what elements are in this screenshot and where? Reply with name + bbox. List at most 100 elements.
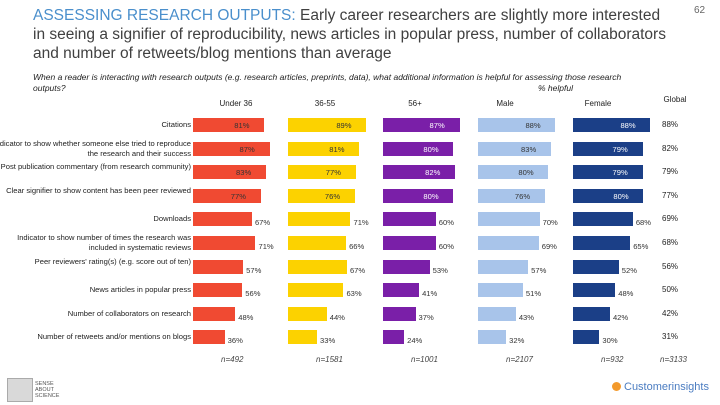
bar: [573, 141, 643, 156]
data-label: 37%: [418, 312, 434, 322]
row-label: Indicator to show number of times the re…: [17, 233, 191, 252]
data-label: 87%: [239, 144, 255, 154]
data-label: 33%: [320, 336, 336, 346]
data-label: 81%: [329, 144, 345, 154]
sample-size-global: n=3133: [660, 355, 687, 364]
data-label: 83%: [236, 168, 252, 178]
bar: [193, 188, 261, 203]
bar: [288, 188, 355, 203]
global-value: 88%: [662, 120, 679, 129]
page-title: ASSESSING RESEARCH OUTPUTS: Early career…: [33, 6, 673, 63]
column-header-36-55: 36-55: [314, 99, 336, 108]
bar: [193, 330, 225, 345]
bar: [573, 259, 619, 274]
sense-about-science-logo: SENSE ABOUT SCIENCE: [7, 378, 63, 402]
data-label: 71%: [353, 218, 369, 228]
data-label: 79%: [612, 144, 628, 154]
bar: [383, 188, 454, 203]
data-label: 79%: [612, 168, 628, 178]
bar: [573, 236, 631, 250]
data-label: 51%: [525, 289, 542, 299]
row-label: Number of retweets and/or mentions on bl…: [37, 332, 191, 342]
data-label: 81%: [234, 121, 250, 130]
data-label: 60%: [438, 242, 454, 251]
row-label: Post publication commentary (from resear…: [0, 162, 191, 172]
logo-dot-icon: [612, 382, 621, 391]
data-label: 80%: [423, 144, 439, 154]
data-label: 63%: [346, 289, 362, 299]
sample-size: n=1001: [411, 355, 438, 364]
bar: [288, 259, 347, 274]
bar: [478, 212, 540, 227]
column-header-56-: 56+: [408, 99, 422, 108]
data-label: 70%: [542, 218, 558, 228]
global-value: 68%: [662, 238, 679, 247]
bar: [383, 141, 454, 156]
bar: [383, 259, 430, 274]
logo-emblem-icon: [7, 378, 33, 402]
sample-size: n=2107: [506, 355, 533, 364]
global-value: 56%: [662, 261, 679, 271]
data-label: 48%: [618, 289, 634, 299]
row-label: Indicator to show whether someone else t…: [0, 138, 191, 158]
global-value: 79%: [662, 167, 679, 177]
title-rest: Early career researchers are slightly mo…: [33, 7, 666, 62]
data-label: 69%: [541, 242, 557, 251]
bar: [478, 330, 507, 345]
bar: [573, 188, 644, 203]
bar: [478, 259, 529, 274]
data-label: 57%: [246, 265, 262, 275]
data-label: 52%: [621, 265, 637, 275]
data-label: 76%: [514, 191, 531, 201]
data-label: 36%: [227, 336, 243, 346]
unit-label: % helpful: [538, 83, 573, 93]
data-label: 30%: [602, 336, 618, 346]
data-label: 76%: [324, 191, 341, 201]
bar: [193, 118, 265, 132]
data-label: 32%: [509, 336, 525, 346]
sample-size: n=932: [601, 355, 624, 364]
global-value: 69%: [662, 214, 679, 224]
data-label: 43%: [518, 312, 535, 322]
global-value: 42%: [662, 308, 679, 318]
bar: [478, 141, 552, 156]
bar: [193, 212, 252, 227]
row-label: Downloads: [153, 214, 191, 224]
data-label: 82%: [425, 168, 441, 178]
sample-size: n=492: [221, 355, 244, 364]
global-value: 31%: [662, 332, 679, 342]
data-label: 89%: [336, 121, 352, 130]
column-header-global: Global: [663, 95, 687, 104]
bar: [478, 165, 549, 180]
bar: [478, 283, 523, 298]
bar: [288, 283, 344, 298]
bar: [193, 283, 243, 298]
column-header-male: Male: [496, 99, 514, 108]
bar: [288, 236, 347, 250]
row-label: Citations: [161, 120, 191, 129]
global-value: 77%: [662, 190, 679, 200]
bar: [193, 165, 267, 180]
bar: [573, 118, 651, 132]
bar: [478, 188, 545, 203]
bar: [288, 212, 351, 227]
bar: [193, 236, 256, 250]
customer-insights-logo: Customerinsights: [612, 381, 709, 393]
data-label: 77%: [325, 168, 341, 178]
data-label: 88%: [525, 121, 541, 130]
bar: [288, 141, 360, 156]
data-label: 41%: [422, 289, 438, 299]
bar: [573, 283, 616, 298]
bar: [193, 259, 244, 274]
data-label: 87%: [429, 121, 445, 130]
data-label: 80%: [423, 191, 439, 201]
data-label: 53%: [432, 265, 448, 275]
data-label: 80%: [518, 168, 534, 178]
bar: [288, 330, 318, 345]
data-label: 66%: [349, 242, 365, 251]
data-label: 67%: [349, 265, 366, 275]
bar: [383, 306, 416, 321]
data-label: 60%: [438, 218, 454, 228]
bar: [383, 212, 436, 227]
page-number: 62: [694, 5, 706, 16]
